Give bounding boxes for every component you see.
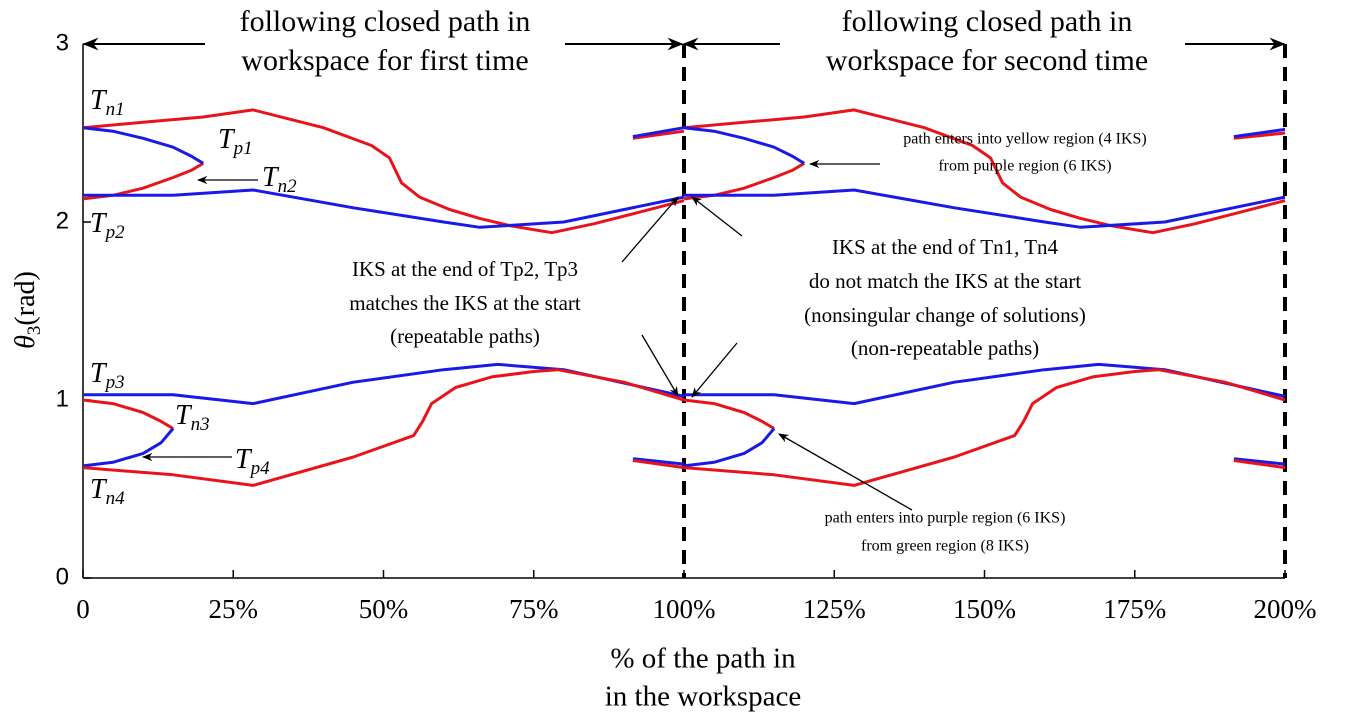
label-main: θ [10,335,41,349]
curve [82,108,685,235]
arrow [691,196,743,237]
label-main: T [235,444,253,475]
x-tick-label: 100% [653,594,716,624]
x-tick-label: 150% [953,594,1016,624]
curve-label: Tn2 [262,162,297,197]
arrow [621,196,679,263]
label-sub: n1 [106,99,125,120]
annotation: following closed path in [842,5,1133,38]
curve [82,398,174,430]
label-main: T [90,358,108,389]
curve-label: Tn1 [90,85,125,120]
label-sub: n2 [278,176,298,197]
y-tick-label: 0 [56,563,69,590]
annotation: following closed path in [240,5,531,38]
arrow [691,342,738,398]
x-axis-label: % of the path in [610,643,796,675]
label-sub: p3 [104,372,125,393]
y-axis-label: θ3(rad) [10,271,45,349]
curve [1233,457,1286,466]
arrow [778,433,913,511]
curve [1233,131,1286,140]
curve [684,188,1286,229]
curve-label: Tp4 [235,444,270,479]
curve-label: Tp1 [218,124,253,159]
curve [632,126,685,139]
label-sub: p4 [249,458,271,479]
y-tick-label: 2 [56,207,69,234]
annotation: (non-repeatable paths) [851,336,1039,360]
curve [632,457,685,466]
label-rest: (rad) [10,271,41,325]
label-sub: n4 [106,488,126,509]
label-main: T [218,124,236,155]
annotation: IKS at the end of Tp2, Tp3 [352,257,578,281]
y-tick-label: 1 [56,385,69,412]
label-sub: p1 [232,138,253,159]
x-tick-label: 25% [209,594,259,624]
annotation: do not match the IKS at the start [809,269,1082,293]
label-main: T [90,474,108,505]
annotation: workspace for first time [241,44,528,77]
curve [83,188,685,229]
curve [82,368,685,487]
label-sub: p2 [104,222,126,243]
annotation: path enters into purple region (6 IKS) [825,510,1066,527]
curve [82,427,175,468]
curve [632,459,685,470]
annotation: (repeatable paths) [390,324,540,348]
curve [82,126,204,165]
annotation: IKS at the end of Tn1, Tn4 [832,235,1059,259]
annotation: workspace for second time [826,44,1148,77]
curve-label: Tp3 [90,358,125,393]
label-main: T [90,85,108,116]
curve [1233,127,1286,139]
label-sub: 3 [24,326,45,336]
arrow [641,334,679,397]
x-tick-label: 200% [1254,594,1317,624]
x-tick-label: 125% [803,594,866,624]
annotation: path enters into yellow region (4 IKS) [903,131,1147,148]
curve [83,362,685,406]
curve [683,398,775,430]
label-main: T [175,400,193,431]
curve [683,126,805,165]
y-tick-label: 3 [56,29,69,56]
annotation: (nonsingular change of solutions) [804,303,1086,327]
curve-label: Tn3 [175,400,210,435]
annotation: from green region (8 IKS) [861,538,1029,555]
x-tick-label: 175% [1103,594,1166,624]
label-main: T [90,208,108,239]
x-tick-label: 0 [76,594,90,624]
label-sub: n3 [191,414,210,435]
annotation: matches the IKS at the start [349,291,581,315]
curve [683,427,776,468]
curve [632,129,685,140]
x-tick-label: 50% [359,594,409,624]
curve [1233,459,1286,470]
label-main: T [262,162,280,193]
x-tick-label: 75% [509,594,559,624]
curve-label: Tn4 [90,474,125,509]
x-axis-label: in the workspace [605,681,802,713]
curve [684,362,1286,406]
curve [683,368,1286,487]
annotation: from purple region (6 IKS) [938,158,1111,175]
curve [683,108,1286,235]
curve-label: Tp2 [90,208,125,243]
